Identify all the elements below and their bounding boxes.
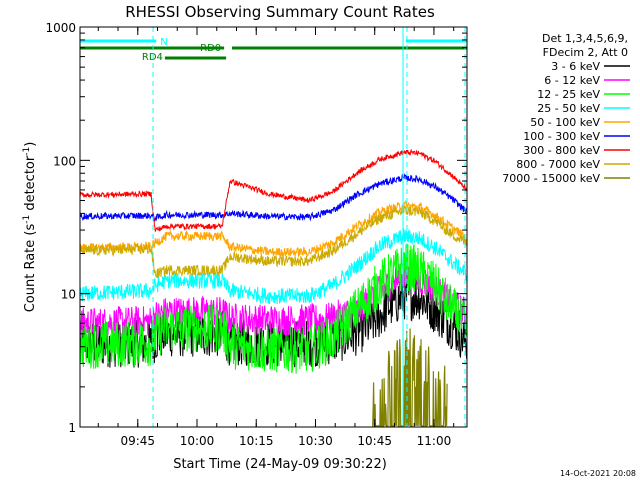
legend-label-6: 300 - 800 keV (523, 144, 600, 157)
series-100-300-kev (79, 173, 468, 223)
flags-layer: N RD0 RD4 (80, 37, 467, 63)
x-tick-label-0: 09:45 (120, 434, 155, 448)
x-tick-label-2: 10:15 (239, 434, 274, 448)
y-axis-label-part1: Count Rate (s (23, 224, 38, 313)
y-axis-label: Count Rate (s-1 detector-1) (22, 142, 38, 313)
flag-label-n: N (160, 37, 167, 48)
x-tick-label-4: 10:45 (357, 434, 392, 448)
timestamp: 14-Oct-2021 20:08 (560, 469, 636, 478)
y-axis-label-part3: ) (23, 142, 38, 147)
y-axis: 1000 100 10 1 (45, 21, 467, 435)
y-axis-label-sup1: -1 (22, 215, 32, 224)
series-300-800-kev (79, 148, 468, 232)
legend-label-7: 800 - 7000 keV (516, 158, 600, 171)
legend: Det 1,3,4,5,6,9,FDecim 2, Att 03 - 6 keV… (502, 32, 630, 185)
x-tick-label-1: 10:00 (180, 434, 215, 448)
y-tick-label-3: 1 (68, 421, 76, 435)
y-axis-label-part2: detector (23, 155, 38, 215)
x-tick-label-3: 10:30 (298, 434, 333, 448)
series-50-100-kev (79, 200, 468, 259)
legend-label-1: 6 - 12 keV (544, 74, 600, 87)
y-tick-label-1: 100 (53, 154, 76, 168)
y-tick-label-0: 1000 (45, 21, 76, 35)
legend-label-4: 50 - 100 keV (530, 116, 600, 129)
legend-label-5: 100 - 300 keV (523, 130, 600, 143)
x-axis-label: Start Time (24-May-09 09:30:22) (173, 457, 387, 472)
series-800-7000-kev (79, 205, 468, 278)
series-6-12-kev (79, 262, 468, 340)
legend-label-2: 12 - 25 keV (537, 88, 600, 101)
series-7000-15000-kev (372, 328, 448, 428)
chart-title: RHESSI Observing Summary Count Rates (125, 3, 435, 21)
series-25-50-kev (79, 228, 468, 305)
y-axis-label-sup2: -1 (22, 147, 32, 156)
series-layer (79, 148, 468, 428)
legend-header-0: Det 1,3,4,5,6,9, (542, 32, 628, 45)
legend-label-8: 7000 - 15000 keV (502, 172, 600, 185)
legend-label-3: 25 - 50 keV (537, 102, 600, 115)
flag-label-rd4: RD4 (142, 52, 163, 63)
x-axis: 09:45 10:00 10:15 10:30 10:45 11:00 (97, 27, 455, 448)
flag-label-rd0: RD0 (200, 43, 221, 54)
series-12-25-kev (79, 244, 468, 374)
legend-header-1: FDecim 2, Att 0 (543, 46, 628, 59)
plot-frame (79, 26, 468, 428)
legend-label-0: 3 - 6 keV (551, 60, 600, 73)
y-tick-label-2: 10 (61, 288, 76, 302)
x-tick-label-5: 11:00 (417, 434, 452, 448)
